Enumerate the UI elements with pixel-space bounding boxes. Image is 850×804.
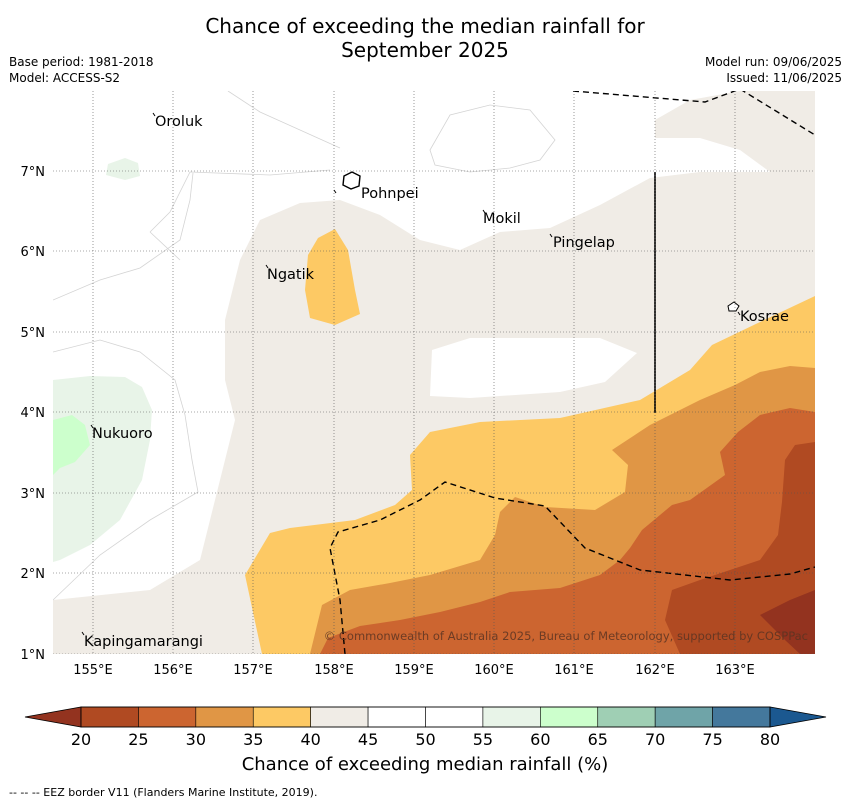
colorbar-under-arrow [24, 706, 82, 728]
lon-tick-label: 161°E [554, 663, 594, 678]
colorbar-tick-label: 45 [358, 730, 378, 749]
eez-border-south [329, 481, 815, 654]
colorbar-cell [597, 706, 656, 728]
colorbar-cell [482, 706, 541, 728]
colorbar-tick-label: 80 [760, 730, 780, 749]
place-label: Pohnpei [361, 186, 419, 202]
lon-tick-label: 163°E [715, 663, 755, 678]
colorbar-tick-label: 40 [300, 730, 320, 749]
lat-tick-label: 6°N [21, 245, 46, 260]
place-label: Nukuoro [92, 426, 153, 442]
lat-tick-label: 3°N [21, 487, 46, 502]
colorbar-cell [654, 706, 713, 728]
map-fill-layer: © Commonwealth of Australia 2025, Bureau… [53, 91, 815, 654]
lat-tick-label: 2°N [21, 567, 46, 582]
island-marker-icon [737, 311, 741, 316]
colorbar-tick-label: 70 [645, 730, 665, 749]
colorbar-cell [195, 706, 254, 728]
colorbar-tick-label: 55 [473, 730, 493, 749]
colorbar-tick-label: 75 [702, 730, 722, 749]
place-label: Kapingamarangi [84, 634, 203, 650]
lat-tick-label: 1°N [21, 648, 46, 663]
map-title: Chance of exceeding the median rainfall … [0, 14, 850, 62]
colorbar-tick-label: 20 [71, 730, 91, 749]
copyright-notice: © Commonwealth of Australia 2025, Bureau… [324, 629, 808, 643]
region-35-40-ngatik [305, 229, 360, 325]
lat-tick-label: 7°N [21, 165, 46, 180]
lon-tick-label: 162°E [635, 663, 675, 678]
island-marker-icon [81, 631, 85, 636]
place-label: Kosrae [740, 309, 789, 325]
lon-tick-label: 156°E [153, 663, 193, 678]
colorbar: 20 25 30 35 40 45 50 55 60 65 70 75 80 [24, 706, 827, 749]
place-label: Mokil [483, 211, 521, 227]
region-below-20 [760, 590, 815, 654]
eez-border-north [572, 91, 815, 136]
colorbar-cell [540, 706, 599, 728]
kosrae-island-icon [727, 301, 740, 312]
place-label: Ngatik [267, 267, 315, 283]
title-line-2: September 2025 [341, 38, 509, 62]
colorbar-tick-label: 50 [415, 730, 435, 749]
colorbar-cell [712, 706, 771, 728]
colorbar-tick-label: 60 [530, 730, 550, 749]
base-period: Base period: 1981-2018 [9, 55, 154, 69]
issued-date: Issued: 11/06/2025 [726, 71, 842, 85]
colorbar-cell [138, 706, 197, 728]
lat-tick-label: 5°N [21, 326, 46, 341]
colorbar-cell [367, 706, 426, 728]
lat-tick-label: 4°N [21, 406, 46, 421]
lon-tick-label: 160°E [474, 663, 514, 678]
region-45-55-hole [430, 338, 637, 398]
island-marker-icon [482, 209, 486, 214]
colorbar-cell [425, 706, 484, 728]
metadata-left: Base period: 1981-2018 Model: ACCESS-S2 [9, 54, 154, 86]
metadata-right: Model run: 09/06/2025 Issued: 11/06/2025 [705, 54, 842, 86]
lon-tick-label: 155°E [73, 663, 113, 678]
model-run: Model run: 09/06/2025 [704, 55, 842, 69]
region-55-60-north [106, 158, 140, 180]
island-marker-icon [333, 189, 337, 194]
island-marker-icon [265, 264, 269, 269]
colorbar-tick-label: 25 [128, 730, 148, 749]
lon-tick-label: 158°E [314, 663, 354, 678]
colorbar-cell [80, 706, 139, 728]
lon-tick-label: 157°E [233, 663, 273, 678]
region-20-25 [665, 442, 815, 654]
lon-tick-label: 159°E [394, 663, 434, 678]
colorbar-tick-label: 30 [186, 730, 206, 749]
island-marker-icon [549, 233, 553, 238]
place-label: Pingelap [553, 235, 615, 251]
colorbar-cell [310, 706, 369, 728]
island-marker-icon [90, 424, 94, 429]
colorbar-label: Chance of exceeding median rainfall (%) [241, 754, 609, 775]
island-marker-icon [152, 112, 156, 117]
eez-footnote: -- -- -- EEZ border V11 (Flanders Marine… [9, 786, 318, 799]
title-line-1: Chance of exceeding the median rainfall … [205, 14, 645, 38]
region-60-65 [53, 415, 90, 475]
colorbar-cell [252, 706, 311, 728]
colorbar-over-arrow [769, 706, 827, 728]
colorbar-tick-label: 35 [243, 730, 263, 749]
pohnpei-island-icon [342, 171, 361, 190]
place-label: Oroluk [155, 114, 203, 130]
colorbar-tick-label: 65 [588, 730, 608, 749]
model-name: Model: ACCESS-S2 [9, 71, 121, 85]
